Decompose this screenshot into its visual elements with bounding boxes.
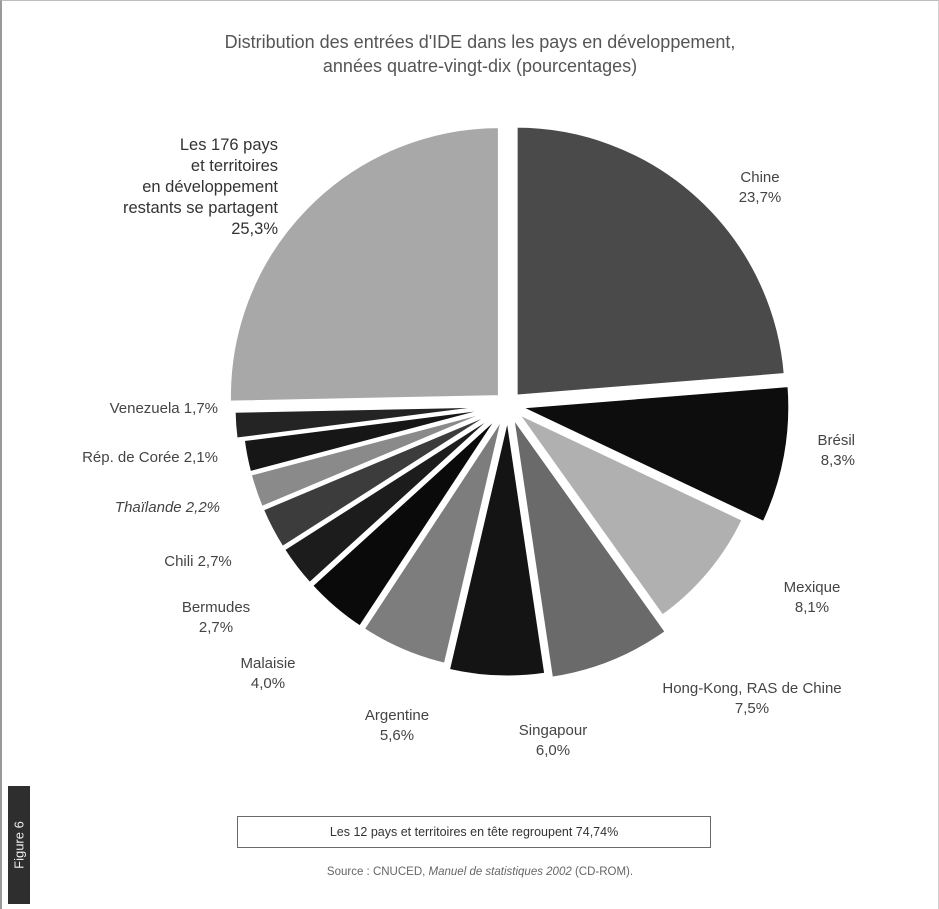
slice-label-11: Rép. de Corée 2,1% — [82, 449, 218, 466]
slice-label-9: Chili 2,7% — [164, 553, 232, 570]
figure-tab-label: Figure 6 — [11, 821, 27, 869]
slice-label-3: Mexique 8,1% — [784, 579, 841, 616]
pie-slice-1 — [514, 124, 787, 398]
chart-title-line-1: Distribution des entrées d'IDE dans les … — [224, 32, 736, 52]
slice-label-8: Bermudes 2,7% — [182, 599, 250, 636]
pie-slice-5 — [446, 416, 548, 679]
pie-slice-10 — [248, 407, 498, 510]
source-note: Source : CNUCED, Manuel de statistiques … — [200, 866, 760, 878]
slice-label-1: Chine 23,7% — [739, 169, 782, 206]
source-prefix: Source : CNUCED, — [326, 866, 429, 878]
slice-label-12: Venezuela 1,7% — [110, 400, 218, 417]
pie-labels: Chine 23,7% Brésil 8,3% Mexique 8,1% Hong-Kong… — [82, 136, 855, 759]
source-title: Manuel de statistiques 2002 — [428, 866, 572, 878]
pie-slices — [227, 124, 792, 680]
slice-label-4: Hong-Kong, RAS de Chine 7,5% — [662, 680, 841, 717]
pie-slice-7 — [309, 413, 502, 630]
pie-slice-9 — [260, 409, 499, 550]
pie-slice-6 — [361, 415, 505, 667]
figure-tab: Figure 6 — [8, 786, 30, 904]
pie-slice-4 — [511, 415, 669, 680]
pie-slice-12 — [232, 404, 497, 441]
source-suffix: (CD-ROM). — [571, 866, 634, 878]
slice-label-10: Thaïlande 2,2% — [115, 499, 220, 516]
summary-text: Les 12 pays et territoires en tête regro… — [329, 825, 619, 839]
slice-label-6: Argentine 5,6% — [365, 707, 429, 744]
chart-subtitle: années quatre-vingt-dix (pourcentages) — [322, 56, 638, 76]
pie-slice-2 — [514, 383, 792, 525]
pie-slice-8 — [281, 411, 500, 586]
slice-label-7: Malaisie 4,0% — [240, 655, 295, 692]
slice-label-13: Les 176 pays et territoires en développeme… — [123, 136, 278, 238]
summary-box: Les 12 pays et territoires en tête regro… — [237, 816, 711, 848]
pie-slice-13 — [227, 125, 501, 404]
chart-title: Distribution des entrées d'IDE dans les … — [120, 30, 840, 78]
pie-chart: Chine 23,7% Brésil 8,3% Mexique 8,1% Hong-Kong… — [82, 124, 855, 759]
slice-label-2: Brésil 8,3% — [817, 432, 855, 469]
pie-slice-3 — [512, 408, 746, 619]
slice-label-5: Singapour 6,0% — [519, 722, 587, 759]
